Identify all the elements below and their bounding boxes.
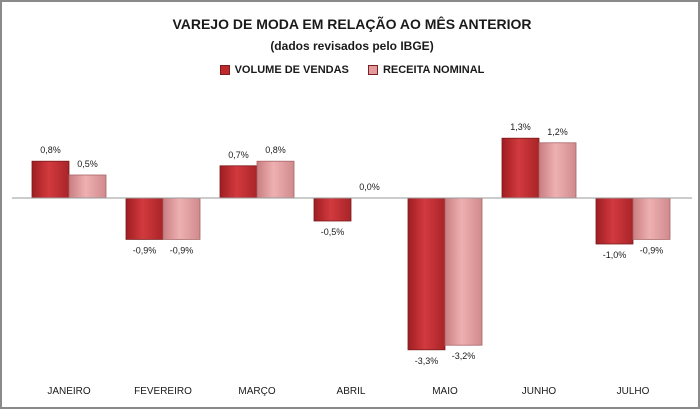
bar-volume-abril (313, 197, 352, 222)
category-label-abril: ABRIL (337, 386, 366, 397)
bar-volume-março (219, 165, 258, 199)
bar-receita-janeiro (68, 174, 107, 199)
data-label-receita-julho: -0,9% (640, 245, 664, 255)
legend-item-volume: VOLUME DE VENDAS (219, 64, 349, 76)
category-label-junho: JUNHO (522, 386, 557, 397)
data-label-receita-janeiro: 0,5% (77, 159, 98, 169)
bar-volume-junho (501, 137, 540, 199)
bar-receita-março (256, 160, 295, 199)
bar-receita-fevereiro (162, 197, 201, 240)
data-label-volume-janeiro: 0,8% (40, 145, 61, 155)
bar-volume-maio (407, 197, 446, 351)
legend-swatch-receita (367, 65, 378, 75)
data-label-receita-maio: -3,2% (452, 351, 476, 361)
bar-volume-fevereiro (125, 197, 164, 240)
chart-subtitle: (dados revisados pelo IBGE) (270, 39, 434, 53)
legend-label-receita: RECEITA NOMINAL (382, 64, 485, 76)
bar-volume-janeiro (31, 160, 70, 199)
category-label-maio: MAIO (432, 386, 458, 397)
data-label-volume-abril: -0,5% (321, 227, 345, 237)
category-label-fevereiro: FEVEREIRO (134, 386, 192, 397)
legend-label-volume: VOLUME DE VENDAS (234, 64, 349, 76)
category-label-julho: JULHO (617, 386, 650, 397)
data-label-receita-abril: 0,0% (359, 182, 380, 192)
data-label-volume-junho: 1,3% (510, 122, 531, 132)
data-label-receita-junho: 1,2% (547, 127, 568, 137)
data-label-receita-março: 0,8% (265, 145, 286, 155)
data-label-volume-março: 0,7% (228, 150, 249, 160)
data-label-volume-maio: -3,3% (415, 356, 439, 366)
bar-volume-julho (595, 197, 634, 245)
data-label-receita-fevereiro: -0,9% (170, 245, 194, 255)
category-label-janeiro: JANEIRO (47, 386, 91, 397)
chart-title: VAREJO DE MODA EM RELAÇÃO AO MÊS ANTERIO… (172, 16, 532, 32)
chart-legend: VOLUME DE VENDAS RECEITA NOMINAL (2, 64, 700, 78)
legend-item-receita: RECEITA NOMINAL (367, 64, 485, 76)
bar-receita-maio (444, 197, 483, 346)
bar-receita-julho (632, 197, 671, 240)
category-label-março: MARÇO (238, 386, 275, 397)
data-label-volume-fevereiro: -0,9% (133, 245, 157, 255)
data-label-volume-julho: -1,0% (603, 250, 627, 260)
bar-receita-junho (538, 142, 577, 199)
legend-swatch-volume (219, 65, 230, 75)
